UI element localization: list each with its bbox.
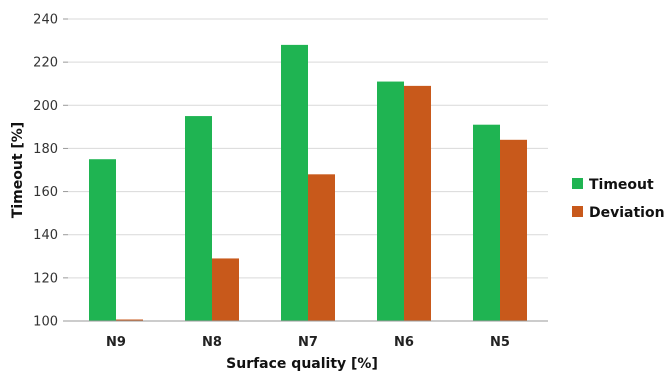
legend-label-deviation: Deviation (589, 205, 665, 221)
legend-swatch-deviation (572, 206, 583, 217)
bar-timeout-n9 (89, 159, 116, 321)
x-tick-label: N7 (298, 335, 318, 350)
y-axis-title: Timeout [%] (10, 122, 26, 218)
bar-deviation-n7 (308, 174, 335, 321)
y-tick-label: 160 (33, 185, 58, 200)
y-tick-label: 100 (33, 315, 58, 330)
x-axis-title: Surface quality [%] (226, 356, 378, 371)
y-tick-label: 240 (33, 13, 58, 28)
x-tick-label: N8 (202, 335, 222, 350)
legend-label-timeout: Timeout (589, 177, 654, 193)
bar-deviation-n8 (212, 258, 239, 321)
y-axis-ticks: 100 120 140 160 180 200 220 240 (33, 13, 68, 330)
bar-timeout-n6 (377, 81, 404, 321)
y-tick-label: 140 (33, 228, 58, 243)
bar-timeout-n5 (473, 124, 500, 321)
bar-timeout-n8 (185, 116, 212, 321)
x-tick-label: N9 (106, 335, 126, 350)
x-tick-label: N5 (490, 335, 510, 350)
bar-deviation-n6 (404, 85, 431, 321)
bars (89, 44, 527, 322)
y-tick-label: 180 (33, 142, 58, 157)
legend-swatch-timeout (572, 178, 583, 189)
x-tick-label: N6 (394, 335, 414, 350)
bar-deviation-n9 (116, 319, 143, 321)
legend: Timeout Deviation (572, 177, 665, 221)
bar-timeout-n7 (281, 44, 308, 322)
y-tick-label: 220 (33, 56, 58, 71)
bar-deviation-n5 (500, 139, 527, 321)
x-axis-ticks: N9 N8 N7 N6 N5 (106, 335, 510, 350)
y-tick-label: 200 (33, 99, 58, 114)
y-tick-label: 120 (33, 271, 58, 286)
